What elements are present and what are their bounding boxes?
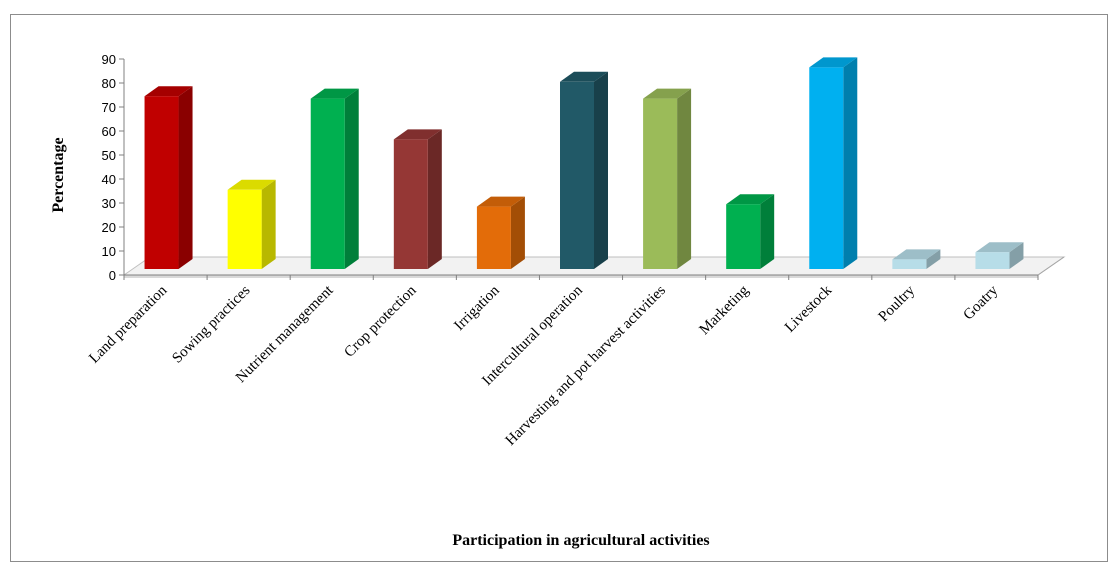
bar bbox=[726, 194, 775, 269]
bar-front bbox=[726, 204, 761, 269]
x-tick-label: Marketing bbox=[697, 282, 753, 338]
y-axis-title: Percentage bbox=[50, 137, 67, 212]
bar-front bbox=[393, 139, 428, 269]
y-tick-label: 80 bbox=[102, 76, 116, 91]
bar-side bbox=[760, 194, 775, 269]
bars bbox=[144, 57, 1024, 270]
y-tick-label: 50 bbox=[102, 148, 116, 163]
bar-front bbox=[560, 81, 594, 269]
floor-edge bbox=[1037, 256, 1065, 276]
y-tick-label: 30 bbox=[102, 196, 116, 211]
bar bbox=[227, 179, 276, 269]
y-axis: 0 10 20 30 40 50 60 70 80 90 bbox=[102, 52, 1039, 283]
bar-side bbox=[677, 88, 692, 269]
x-tick-label: Irrigation bbox=[451, 282, 503, 334]
x-tick-label: Poultry bbox=[876, 282, 919, 325]
bar bbox=[975, 242, 1024, 269]
y-tick-label: 90 bbox=[102, 52, 116, 67]
x-axis-labels: Land preparation Sowing practicesNutrient… bbox=[86, 282, 1001, 449]
bar bbox=[560, 71, 608, 269]
y-tick-label: 20 bbox=[102, 220, 116, 235]
bar bbox=[144, 86, 193, 269]
chart-frame: 0 10 20 30 40 50 60 70 80 90 Land preparation Sowi… bbox=[10, 14, 1108, 562]
bar-chart: 0 10 20 30 40 50 60 70 80 90 Land preparation Sowi… bbox=[50, 52, 1066, 549]
bar-side bbox=[926, 249, 941, 269]
bar-side bbox=[594, 71, 608, 269]
bar bbox=[643, 88, 692, 269]
bar-side bbox=[344, 88, 359, 269]
bar-front bbox=[809, 67, 844, 270]
bar-side bbox=[427, 129, 442, 269]
bar-top bbox=[144, 86, 193, 97]
y-tick-label: 0 bbox=[109, 268, 116, 283]
bar-front bbox=[227, 189, 262, 269]
bar-top bbox=[227, 179, 276, 190]
bar bbox=[476, 196, 525, 269]
bar bbox=[310, 88, 359, 269]
bar-side bbox=[843, 57, 858, 270]
x-axis-title: Participation in agricultural activities bbox=[452, 532, 709, 549]
x-tick-label: Goatry bbox=[961, 282, 1002, 323]
x-tick-label: Harvesting and pot harvest activities bbox=[503, 282, 669, 448]
bar-front bbox=[643, 98, 678, 269]
bar bbox=[809, 57, 858, 270]
x-tick-label: Livestock bbox=[782, 282, 835, 335]
bar bbox=[892, 249, 941, 269]
y-tick-label: 60 bbox=[102, 124, 116, 139]
bar-front bbox=[310, 98, 345, 269]
bar-front bbox=[144, 96, 179, 269]
x-tick-label: Crop protection bbox=[341, 282, 420, 361]
bar bbox=[393, 129, 442, 269]
bar-front bbox=[975, 252, 1010, 269]
y-tick-label: 70 bbox=[102, 100, 116, 115]
y-tick-label: 40 bbox=[102, 172, 116, 187]
y-tick-label: 10 bbox=[102, 244, 116, 259]
bar-top bbox=[726, 194, 775, 205]
x-tick-label: Sowing practices bbox=[169, 282, 253, 366]
floor-front bbox=[124, 275, 1038, 278]
bar-top bbox=[393, 129, 442, 140]
bar-side bbox=[1009, 242, 1024, 269]
bar-top bbox=[892, 249, 941, 260]
bar-top bbox=[476, 196, 525, 207]
bar-top bbox=[809, 57, 858, 68]
bar-side bbox=[261, 179, 276, 269]
bar-front bbox=[476, 206, 511, 269]
bar-top bbox=[560, 71, 608, 82]
bar-side bbox=[510, 196, 525, 269]
bar-top bbox=[310, 88, 359, 99]
bar-top bbox=[975, 242, 1024, 253]
bar-top bbox=[643, 88, 692, 99]
bar-front bbox=[892, 259, 927, 269]
x-tick-label: Land preparation bbox=[86, 282, 170, 366]
bar-side bbox=[178, 86, 193, 269]
